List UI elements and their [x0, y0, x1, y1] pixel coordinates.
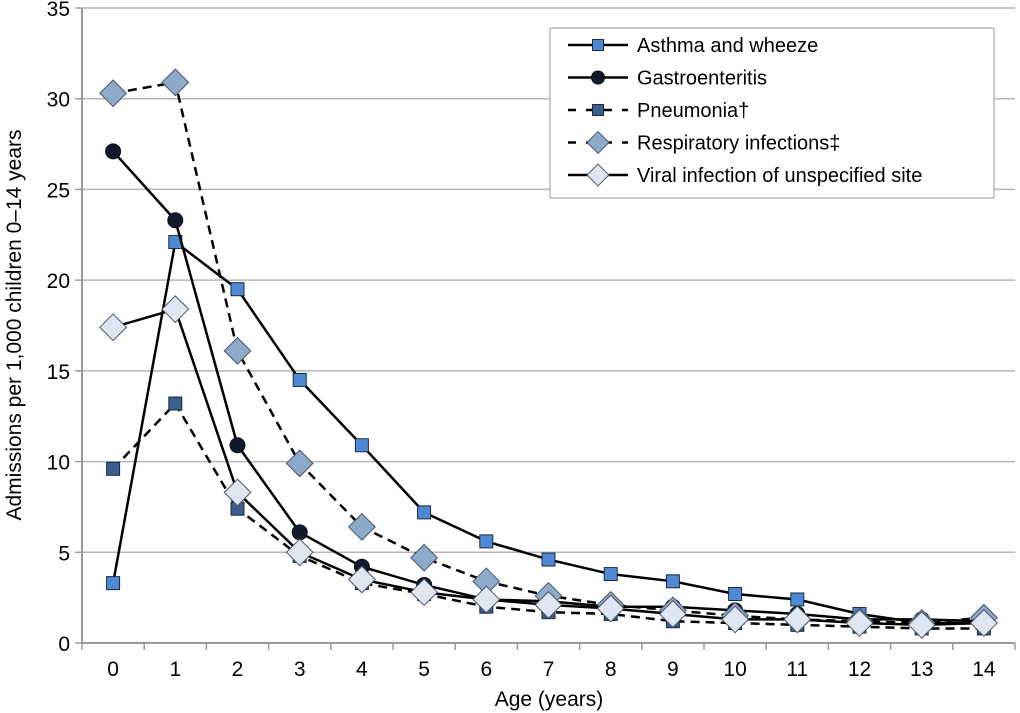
- x-tick-label: 0: [107, 658, 119, 681]
- x-axis-title: Age (years): [495, 688, 604, 711]
- data-point-circle: [591, 70, 605, 85]
- data-point-diamond: [161, 68, 190, 97]
- data-point-diamond: [99, 79, 128, 108]
- x-tick-label: 9: [667, 658, 679, 681]
- gridlines: [82, 7, 1015, 554]
- data-point-circle: [167, 212, 184, 229]
- data-point-diamond: [223, 478, 252, 507]
- series-line: [112, 150, 984, 623]
- x-tick-label: 14: [972, 658, 996, 681]
- data-point-diamond: [285, 538, 314, 567]
- y-tick-label: 0: [58, 633, 70, 656]
- data-point-diamond: [721, 605, 750, 634]
- data-point-diamond: [658, 600, 687, 628]
- data-point-diamond: [845, 609, 874, 638]
- y-tick-label: 10: [47, 452, 70, 475]
- y-axis-ticks: 0 5 10 15 20 25 30 35: [47, 0, 82, 656]
- series-viral-infection-of-unspecified-site: [99, 295, 998, 639]
- x-tick-label: 4: [356, 658, 368, 681]
- y-tick-label: 5: [58, 542, 70, 565]
- data-point-diamond: [907, 610, 936, 639]
- legend-label: Asthma and wheeze: [637, 35, 818, 57]
- y-tick-label: 30: [47, 89, 70, 112]
- data-point-diamond: [472, 585, 501, 614]
- x-tick-label: 10: [723, 658, 746, 681]
- data-point-square: [417, 505, 432, 520]
- series-asthma-and-wheeze: [106, 235, 991, 631]
- data-point-circle: [229, 437, 246, 454]
- x-tick-label: 7: [543, 658, 555, 681]
- x-tick-label: 3: [294, 658, 306, 681]
- data-point-diamond: [596, 594, 625, 623]
- legend-label: Gastroenteritis: [637, 68, 767, 90]
- x-tick-label: 8: [605, 658, 617, 681]
- y-tick-label: 15: [47, 361, 70, 384]
- data-point-square: [479, 534, 494, 549]
- data-point-square: [592, 39, 604, 51]
- data-point-diamond: [223, 336, 252, 365]
- data-point-diamond: [410, 578, 439, 607]
- data-point-square: [592, 104, 604, 116]
- x-tick-label: 6: [480, 658, 492, 681]
- legend-label: Respiratory infections‡: [637, 133, 840, 155]
- data-point-diamond: [410, 543, 439, 572]
- data-point-diamond: [285, 449, 314, 478]
- data-point-circle: [105, 143, 122, 160]
- y-tick-label: 35: [47, 0, 70, 21]
- data-point-square: [354, 438, 369, 453]
- data-point-square: [168, 396, 183, 411]
- data-point-diamond: [534, 590, 563, 619]
- x-tick-label: 1: [169, 658, 181, 681]
- series-group: [99, 68, 998, 639]
- data-point-square: [541, 552, 556, 567]
- y-axis-title: Admissions per 1,000 children 0–14 years: [3, 129, 26, 520]
- data-point-diamond: [783, 605, 812, 634]
- data-point-square: [106, 576, 121, 591]
- data-point-square: [603, 567, 618, 582]
- data-point-square: [790, 592, 805, 607]
- data-point-diamond: [969, 609, 998, 638]
- data-point-diamond: [347, 512, 376, 541]
- axes: [81, 8, 1015, 644]
- x-tick-label: 12: [848, 658, 871, 681]
- x-axis-ticks: 0 1 2 3 4 5 6 7 8 9 10 11 12 13 14: [81, 643, 1016, 681]
- y-tick-label: 25: [47, 179, 70, 202]
- data-point-diamond: [99, 313, 128, 342]
- data-point-diamond: [347, 565, 376, 594]
- x-tick-label: 13: [910, 658, 933, 681]
- legend: Asthma and wheeze Gastroenteritis Pneumoni…: [549, 27, 995, 199]
- data-point-circle: [291, 524, 308, 541]
- legend-box: [549, 27, 995, 199]
- x-tick-label: 2: [232, 658, 244, 681]
- data-point-diamond: [586, 130, 610, 155]
- y-tick-label: 20: [47, 270, 70, 293]
- x-tick-label: 5: [418, 658, 430, 681]
- data-point-diamond: [161, 295, 190, 324]
- data-point-diamond: [586, 163, 610, 187]
- data-point-square: [728, 587, 743, 602]
- data-point-square: [665, 574, 680, 589]
- x-tick-label: 11: [786, 658, 808, 681]
- data-point-square: [292, 372, 307, 387]
- data-point-square: [230, 282, 245, 297]
- legend-label: Viral infection of unspecified site: [637, 165, 922, 187]
- data-point-square: [106, 461, 121, 476]
- legend-label: Pneumonia†: [637, 100, 749, 122]
